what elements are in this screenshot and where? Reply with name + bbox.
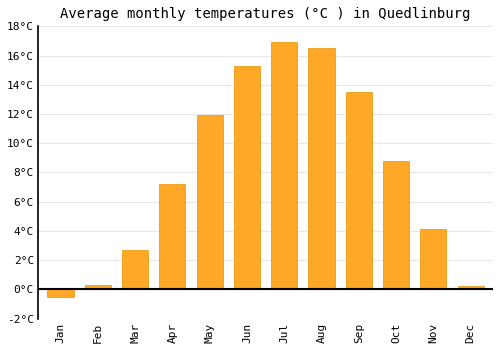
Bar [160,184,186,289]
Bar [48,289,74,297]
Bar [420,230,446,289]
Bar [234,66,260,289]
Bar [383,161,409,289]
Bar [84,285,111,289]
Bar [122,250,148,289]
Bar [458,287,483,289]
Bar [308,48,334,289]
Bar [346,92,372,289]
Bar [196,116,222,289]
Bar [271,42,297,289]
Title: Average monthly temperatures (°C ) in Quedlinburg: Average monthly temperatures (°C ) in Qu… [60,7,471,21]
